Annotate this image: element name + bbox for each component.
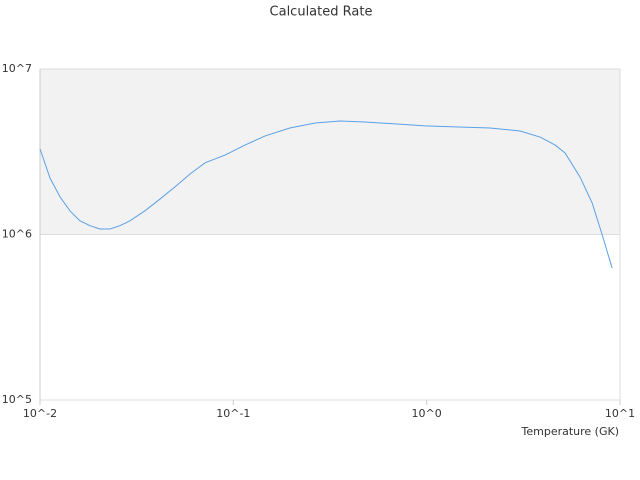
grid-band: [40, 69, 620, 235]
y-tick-label: 10^6: [2, 228, 32, 241]
x-tick-label: 10^1: [605, 407, 635, 420]
y-tick-label: 10^7: [2, 62, 32, 75]
x-tick-label: 10^-1: [216, 407, 250, 420]
data-line: [39, 120, 613, 269]
y-tick-label: 10^5: [2, 393, 32, 406]
chart-title: Calculated Rate: [270, 5, 373, 20]
x-tick-label: 10^0: [412, 407, 442, 420]
x-tick-label: 10^-2: [23, 407, 57, 420]
x-axis-label: Temperature (GK): [521, 425, 620, 438]
